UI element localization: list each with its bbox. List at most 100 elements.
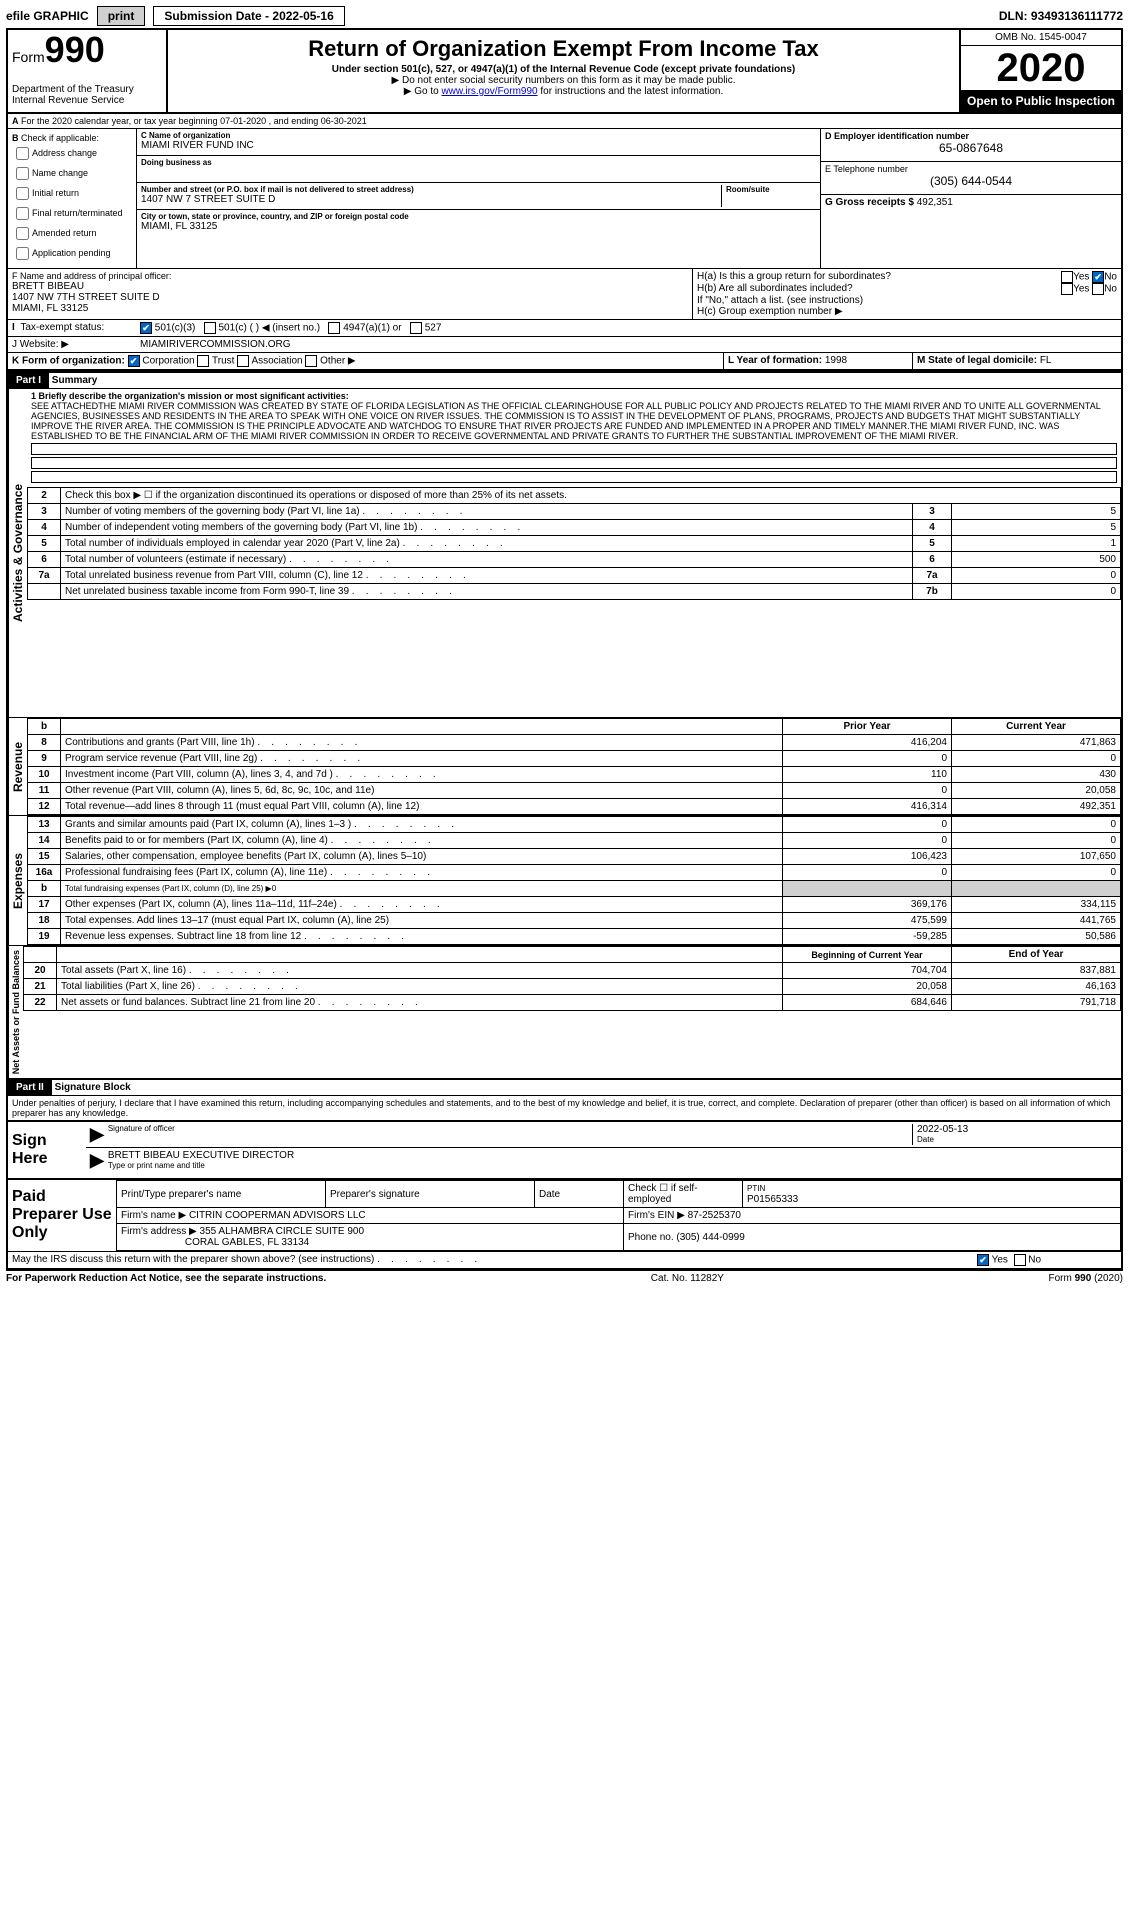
- line-j: J Website: ▶ MIAMIRIVERCOMMISSION.ORG: [8, 337, 1121, 353]
- table-row: 10Investment income (Part VIII, column (…: [28, 767, 1121, 783]
- chk-501c3[interactable]: ✔: [140, 322, 152, 334]
- table-row: 8Contributions and grants (Part VIII, li…: [28, 735, 1121, 751]
- chk-assoc[interactable]: [237, 355, 249, 367]
- box-c: C Name of organization MIAMI RIVER FUND …: [137, 129, 820, 268]
- dept-treasury: Department of the Treasury Internal Reve…: [12, 84, 162, 106]
- street-address: 1407 NW 7 STREET SUITE D: [141, 194, 717, 205]
- firm-name: CITRIN COOPERMAN ADVISORS LLC: [189, 1210, 366, 1221]
- chk-initial-return[interactable]: Initial return: [12, 184, 132, 203]
- chk-final-return[interactable]: Final return/terminated: [12, 204, 132, 223]
- state-domicile: FL: [1040, 355, 1052, 366]
- mission-text: SEE ATTACHEDTHE MIAMI RIVER COMMISSION W…: [31, 401, 1100, 441]
- footer-mid: Cat. No. 11282Y: [651, 1273, 724, 1284]
- form-number: 990: [45, 29, 105, 70]
- discuss-no[interactable]: [1014, 1254, 1026, 1266]
- chk-trust[interactable]: [197, 355, 209, 367]
- exp-table: 13Grants and similar amounts paid (Part …: [27, 816, 1121, 945]
- no-ssn-note: ▶ Do not enter social security numbers o…: [172, 75, 955, 86]
- chk-name-change[interactable]: Name change: [12, 164, 132, 183]
- header-mid: Return of Organization Exempt From Incom…: [168, 30, 959, 112]
- part1-header: Part I Summary: [8, 371, 1121, 389]
- table-row: 17Other expenses (Part IX, column (A), l…: [28, 897, 1121, 913]
- part1-body: Activities & Governance 1 Briefly descri…: [8, 389, 1121, 717]
- header-left: Form990 Department of the Treasury Inter…: [8, 30, 168, 112]
- table-row: 9Program service revenue (Part VIII, lin…: [28, 751, 1121, 767]
- ha-no[interactable]: ✔: [1092, 271, 1104, 283]
- chk-corp[interactable]: ✔: [128, 355, 140, 367]
- vert-netassets: Net Assets or Fund Balances: [8, 946, 23, 1078]
- table-row: 15Salaries, other compensation, employee…: [28, 849, 1121, 865]
- firm-addr1: 355 ALHAMBRA CIRCLE SUITE 900: [200, 1226, 365, 1237]
- part2-header: Part II Signature Block: [8, 1078, 1121, 1096]
- chk-application-pending[interactable]: Application pending: [12, 244, 132, 263]
- city-state-zip: MIAMI, FL 33125: [141, 221, 816, 232]
- discuss-yes[interactable]: ✔: [977, 1254, 989, 1266]
- page-footer: For Paperwork Reduction Act Notice, see …: [6, 1270, 1123, 1286]
- form-title: Return of Organization Exempt From Incom…: [172, 36, 955, 62]
- firm-addr2: CORAL GABLES, FL 33134: [185, 1237, 309, 1248]
- netassets-section: Net Assets or Fund Balances Beginning of…: [8, 945, 1121, 1078]
- box-d-e-g: D Employer identification number 65-0867…: [820, 129, 1121, 268]
- box-b: B Check if applicable: Address change Na…: [8, 129, 137, 268]
- table-row: 5Total number of individuals employed in…: [28, 536, 1121, 552]
- table-row: 11Other revenue (Part VIII, column (A), …: [28, 783, 1121, 799]
- top-bar: efile GRAPHIC print Submission Date - 20…: [6, 6, 1123, 26]
- vert-governance: Activities & Governance: [8, 389, 27, 717]
- line-k-l-m: K Form of organization: ✔ Corporation Tr…: [8, 353, 1121, 371]
- vert-revenue: Revenue: [8, 718, 27, 815]
- period-a: A For the 2020 calendar year, or tax yea…: [8, 114, 1121, 129]
- irs-link[interactable]: www.irs.gov/Form990: [441, 86, 537, 97]
- telephone: (305) 644-0544: [825, 174, 1117, 188]
- sign-here-block: Sign Here ▶ Signature of officer 2022-05…: [8, 1120, 1121, 1178]
- vert-expenses: Expenses: [8, 816, 27, 945]
- table-row: 3Number of voting members of the governi…: [28, 504, 1121, 520]
- ha-yes[interactable]: [1061, 271, 1073, 283]
- mission-block: 1 Briefly describe the organization's mi…: [27, 389, 1121, 487]
- chk-4947[interactable]: [328, 322, 340, 334]
- dln: DLN: 93493136111772: [999, 9, 1123, 23]
- ptin: P01565333: [747, 1194, 798, 1205]
- chk-address-change[interactable]: Address change: [12, 144, 132, 163]
- table-row: 22Net assets or fund balances. Subtract …: [24, 995, 1121, 1011]
- sig-arrow-icon: ▶: [90, 1124, 104, 1145]
- officer-addr1: 1407 NW 7TH STREET SUITE D: [12, 292, 688, 303]
- print-button[interactable]: print: [97, 6, 146, 26]
- ein: 65-0867648: [825, 141, 1117, 155]
- header-right: OMB No. 1545-0047 2020 Open to Public In…: [959, 30, 1121, 112]
- open-public-badge: Open to Public Inspection: [961, 90, 1121, 112]
- chk-527[interactable]: [410, 322, 422, 334]
- table-row: Net unrelated business taxable income fr…: [28, 584, 1121, 600]
- table-row: 20Total assets (Part X, line 16)704,7048…: [24, 963, 1121, 979]
- officer-name-title: BRETT BIBEAU EXECUTIVE DIRECTOR: [108, 1150, 1117, 1161]
- hb-no[interactable]: [1092, 283, 1104, 295]
- chk-amended-return[interactable]: Amended return: [12, 224, 132, 243]
- firm-phone: (305) 444-0999: [676, 1232, 744, 1243]
- sig-date: 2022-05-13: [917, 1124, 1117, 1135]
- box-f: F Name and address of principal officer:…: [8, 269, 693, 319]
- table-row: 12Total revenue—add lines 8 through 11 (…: [28, 799, 1121, 815]
- gov-lines-table: 2Check this box ▶ ☐ if the organization …: [27, 487, 1121, 600]
- line-i: I Tax-exempt status: ✔ 501(c)(3) 501(c) …: [8, 320, 1121, 337]
- submission-date-box: Submission Date - 2022-05-16: [153, 6, 344, 26]
- firm-ein: 87-2525370: [688, 1210, 741, 1221]
- paid-table: Print/Type preparer's name Preparer's si…: [116, 1180, 1121, 1251]
- table-row: 4Number of independent voting members of…: [28, 520, 1121, 536]
- table-row: 2Check this box ▶ ☐ if the organization …: [28, 488, 1121, 504]
- table-row: bTotal fundraising expenses (Part IX, co…: [28, 881, 1121, 897]
- table-row: 6Total number of volunteers (estimate if…: [28, 552, 1121, 568]
- footer-right: Form 990 (2020): [1049, 1273, 1123, 1284]
- form-subtitle: Under section 501(c), 527, or 4947(a)(1)…: [172, 64, 955, 75]
- sig-arrow-icon: ▶: [90, 1150, 104, 1171]
- table-row: 18Total expenses. Add lines 13–17 (must …: [28, 913, 1121, 929]
- chk-other[interactable]: [305, 355, 317, 367]
- paid-preparer-label: Paid Preparer Use Only: [8, 1180, 116, 1251]
- table-row: 13Grants and similar amounts paid (Part …: [28, 817, 1121, 833]
- table-row: 19Revenue less expenses. Subtract line 1…: [28, 929, 1121, 945]
- form-header: Form990 Department of the Treasury Inter…: [8, 30, 1121, 114]
- omb-no: OMB No. 1545-0047: [961, 30, 1121, 46]
- revenue-section: Revenue bPrior YearCurrent Year 8Contrib…: [8, 717, 1121, 815]
- chk-501c[interactable]: [204, 322, 216, 334]
- sign-here-label: Sign Here: [8, 1122, 86, 1178]
- hb-yes[interactable]: [1061, 283, 1073, 295]
- expenses-section: Expenses 13Grants and similar amounts pa…: [8, 815, 1121, 945]
